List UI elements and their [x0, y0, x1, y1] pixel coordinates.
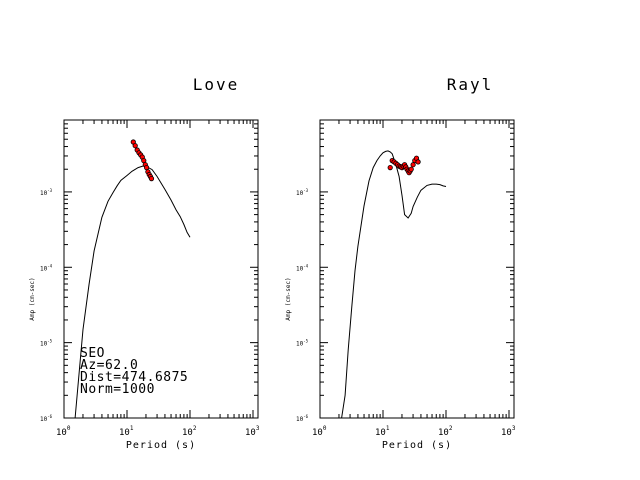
x-tick-label: 103 — [501, 425, 516, 438]
x-tick-label-exp: 3 — [256, 425, 260, 432]
x-axis-label: Period (s) — [126, 440, 196, 451]
y-tick-label-base: 10 — [296, 265, 304, 272]
x-tick-label-base: 10 — [501, 428, 512, 438]
y-tick-label-base: 10 — [296, 416, 304, 423]
y-axis-label: Amp (cm-sec) — [29, 277, 36, 320]
chart-title: Rayl — [447, 75, 494, 94]
x-tick-label: 101 — [119, 425, 134, 438]
x-tick-label-base: 10 — [119, 428, 130, 438]
y-tick-label-exp: -6 — [303, 414, 308, 419]
y-tick-label-base: 10 — [40, 341, 48, 348]
y-tick-label-base: 10 — [40, 265, 48, 272]
data-point — [132, 143, 138, 149]
x-tick-label-base: 10 — [312, 428, 323, 438]
x-tick-label-exp: 2 — [193, 425, 197, 432]
x-tick-label-exp: 0 — [323, 425, 327, 432]
x-tick-label: 102 — [438, 425, 453, 438]
y-tick-label-base: 10 — [40, 190, 48, 197]
x-tick-label-base: 10 — [245, 428, 256, 438]
x-tick-label-base: 10 — [438, 428, 449, 438]
x-tick-label: 100 — [312, 425, 327, 438]
y-tick-label: 10-6 — [296, 414, 309, 423]
plot-frame — [63, 119, 259, 419]
x-tick-label-exp: 2 — [449, 425, 453, 432]
x-axis-label: Period (s) — [382, 440, 452, 451]
y-tick-label-exp: -6 — [47, 414, 52, 419]
x-tick-label-base: 10 — [182, 428, 193, 438]
annotation-line: Dist=474.6875 — [80, 370, 188, 385]
y-tick-label-exp: -3 — [303, 188, 308, 193]
y-tick-label-exp: -3 — [47, 188, 52, 193]
y-tick-label-exp: -5 — [47, 339, 52, 344]
y-tick-label-exp: -5 — [303, 339, 308, 344]
x-tick-label-base: 10 — [375, 428, 386, 438]
series-line — [74, 165, 191, 418]
y-tick-label: 10-4 — [296, 263, 309, 272]
data-point — [148, 176, 155, 182]
series-line — [341, 150, 447, 418]
x-tick-label: 101 — [375, 425, 390, 438]
chart-title: Love — [193, 75, 240, 94]
y-tick-label: 10-3 — [40, 188, 53, 197]
x-tick-label: 100 — [56, 425, 71, 438]
y-tick-label-exp: -4 — [303, 263, 308, 268]
data-point — [387, 165, 393, 171]
plot-frame — [319, 119, 515, 419]
y-tick-label: 10-3 — [296, 188, 309, 197]
y-axis-label: Amp (cm-sec) — [285, 277, 292, 320]
y-tick-label: 10-5 — [40, 339, 53, 348]
y-tick-label-base: 10 — [40, 416, 48, 423]
data-point — [408, 166, 414, 172]
y-tick-label: 10-4 — [40, 263, 53, 272]
annotation-line: SEO — [80, 346, 105, 361]
y-tick-label-base: 10 — [296, 190, 304, 197]
data-point — [144, 165, 150, 171]
x-tick-label-exp: 1 — [386, 425, 390, 432]
x-tick-label: 103 — [245, 425, 260, 438]
y-tick-label: 10-5 — [296, 339, 309, 348]
annotation-line: Az=62.0 — [80, 358, 138, 373]
data-point — [415, 159, 421, 165]
annotation-line: Norm=1000 — [80, 382, 155, 397]
x-tick-label-base: 10 — [56, 428, 67, 438]
x-tick-label-exp: 3 — [512, 425, 516, 432]
y-tick-label: 10-6 — [40, 414, 53, 423]
y-tick-label-base: 10 — [296, 341, 304, 348]
x-tick-label-exp: 0 — [67, 425, 71, 432]
x-tick-label: 102 — [182, 425, 197, 438]
y-tick-label-exp: -4 — [47, 263, 52, 268]
x-tick-label-exp: 1 — [130, 425, 134, 432]
